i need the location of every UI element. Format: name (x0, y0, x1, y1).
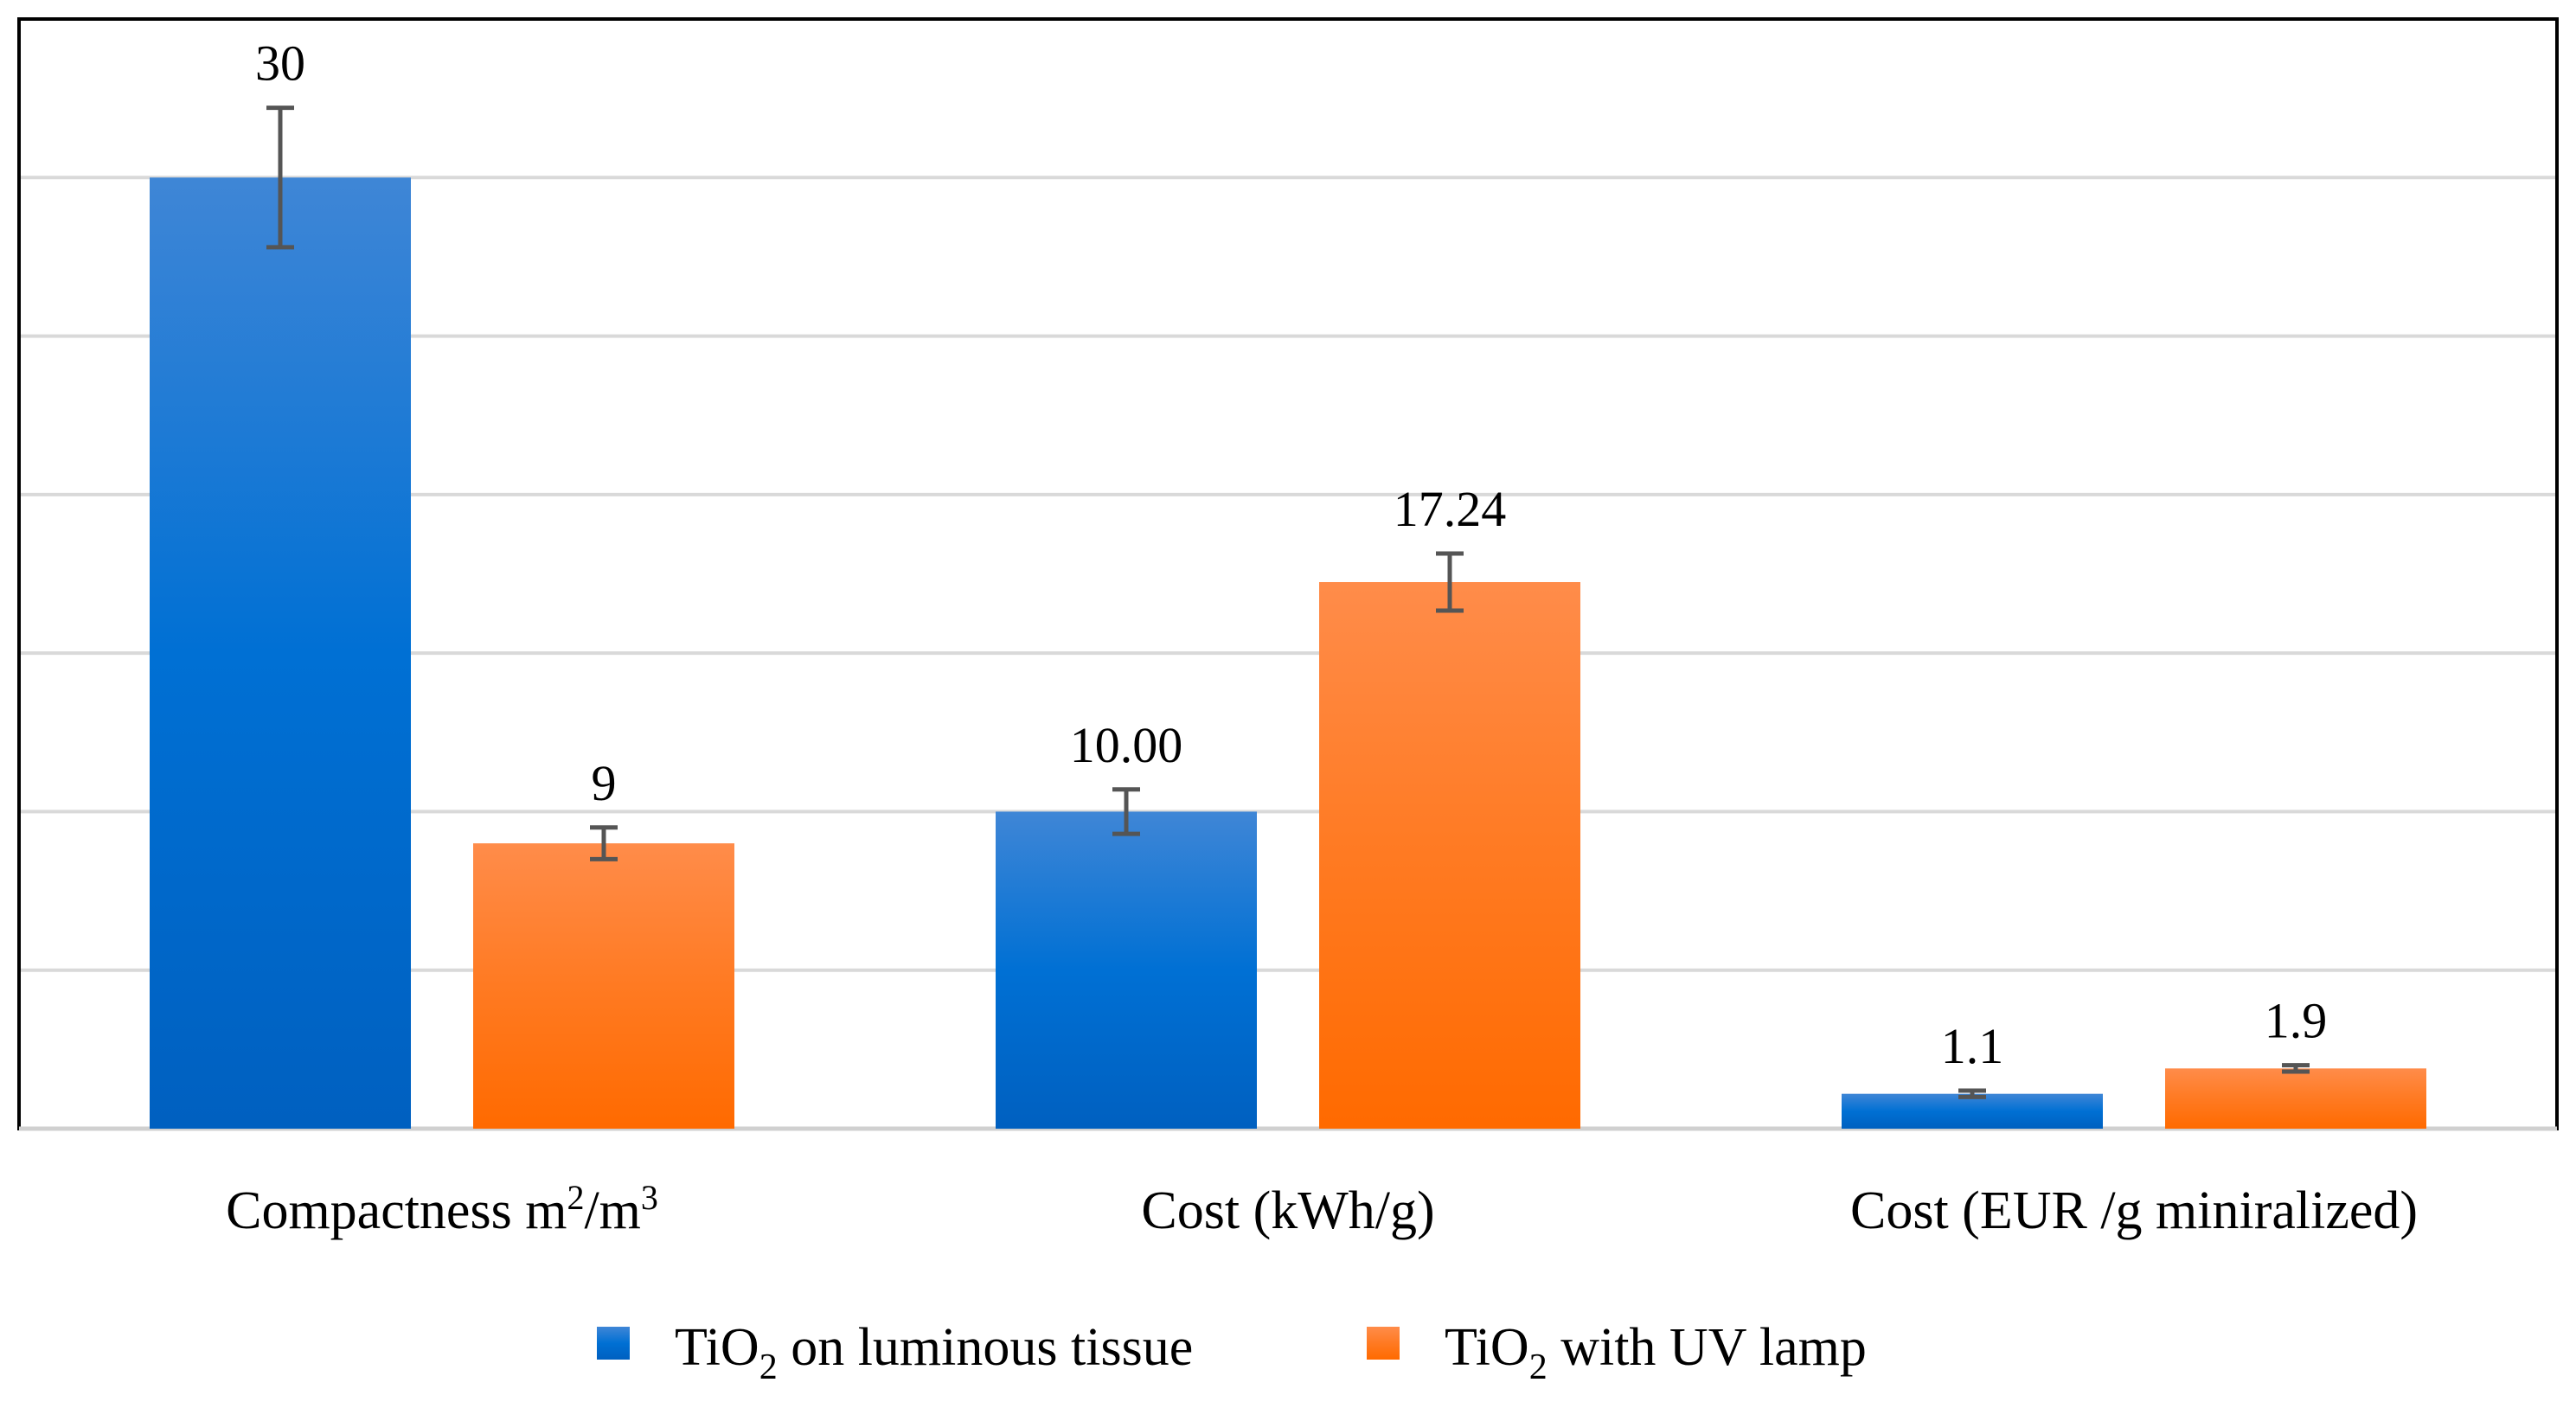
bar-uv-lamp-2 (1319, 582, 1580, 1129)
category-label-3: Cost (EUR /g miniralized) (1850, 1181, 2418, 1240)
value-label-uv-lamp-1: 9 (592, 755, 617, 811)
legend-swatch-luminous-tissue (597, 1327, 630, 1360)
bar-luminous-tissue-3 (1842, 1093, 2103, 1129)
value-label-uv-lamp-2: 17.24 (1394, 481, 1507, 537)
legend-swatch-uv-lamp (1367, 1327, 1400, 1360)
value-label-luminous-tissue-3: 1.1 (1941, 1018, 2004, 1074)
legend-label-luminous-tissue: TiO2 on luminous tissue (675, 1318, 1193, 1387)
legend-item-uv-lamp: TiO2 with UV lamp (1367, 1318, 1867, 1387)
bar-uv-lamp-3 (2165, 1068, 2426, 1129)
bar-uv-lamp-1 (473, 843, 734, 1129)
value-label-luminous-tissue-1: 30 (255, 35, 305, 92)
category-label-1: Compactness m2/m3 (226, 1178, 658, 1240)
value-label-uv-lamp-3: 1.9 (2265, 993, 2328, 1049)
category-label-2: Cost (kWh/g) (1141, 1181, 1434, 1240)
value-label-luminous-tissue-2: 10.00 (1070, 717, 1183, 773)
bar-luminous-tissue-2 (996, 811, 1257, 1129)
legend-label-uv-lamp: TiO2 with UV lamp (1445, 1318, 1867, 1387)
bar-luminous-tissue-1 (150, 177, 411, 1129)
legend-item-luminous-tissue: TiO2 on luminous tissue (597, 1318, 1193, 1387)
